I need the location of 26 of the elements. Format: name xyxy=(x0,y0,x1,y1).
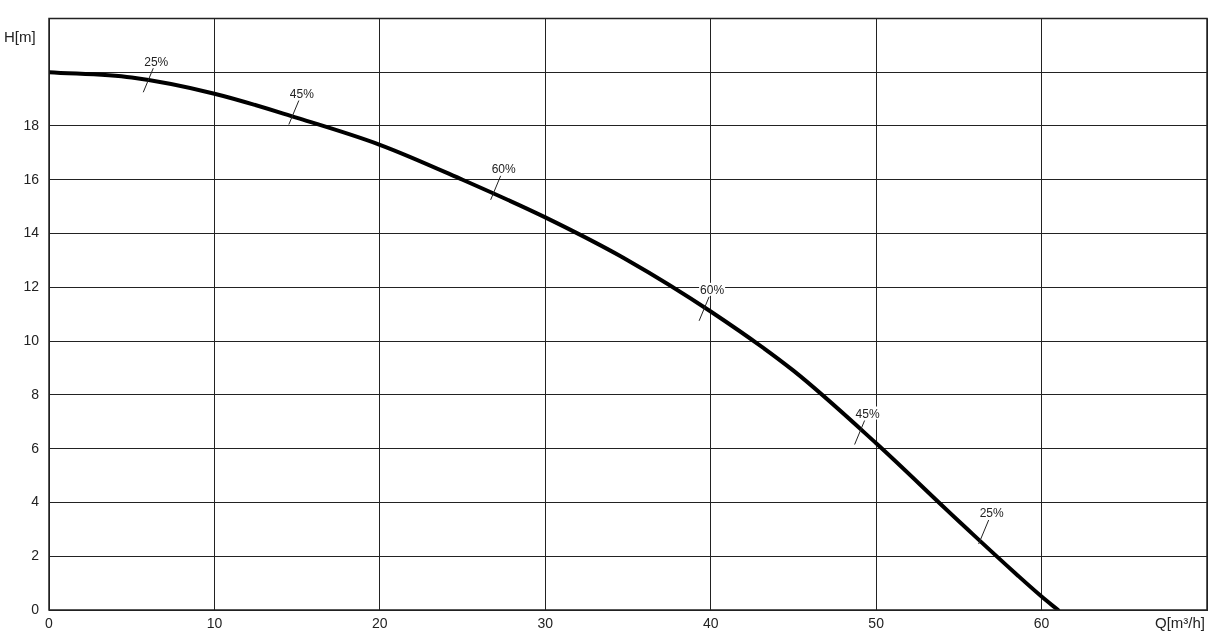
y-tick-label: 16 xyxy=(23,170,40,187)
y-tick-label: 18 xyxy=(23,116,40,133)
line-series xyxy=(49,70,1061,610)
y-tick-label: 10 xyxy=(23,331,40,348)
y-axis-title: H[m] xyxy=(4,28,36,46)
annotation: 60% xyxy=(700,283,725,298)
annotation: 45% xyxy=(289,86,315,101)
y-tick-label: 0 xyxy=(31,600,40,617)
y-tick-label: 8 xyxy=(31,385,40,402)
y-tick-label: 12 xyxy=(23,278,40,295)
x-axis-title: Q[m³/h] xyxy=(1154,613,1205,631)
annotation: 60% xyxy=(491,162,516,177)
x-tick-label: 30 xyxy=(537,615,554,632)
x-tick-label: 40 xyxy=(702,615,719,632)
annotation: 45% xyxy=(855,406,880,421)
x-tick-label: 20 xyxy=(372,615,388,632)
x-tick-label: 60 xyxy=(1033,615,1050,632)
x-tick-label: 0 xyxy=(45,615,54,632)
y-tick-label: 6 xyxy=(31,439,40,456)
x-tick-label: 50 xyxy=(868,615,885,632)
y-tick-label: 2 xyxy=(31,547,40,564)
y-tick-label: 4 xyxy=(31,493,40,510)
x-tick-label: 10 xyxy=(206,615,223,632)
annotation: 25% xyxy=(979,506,1004,521)
annotation: 25% xyxy=(144,54,169,69)
y-tick-label: 14 xyxy=(23,224,40,241)
